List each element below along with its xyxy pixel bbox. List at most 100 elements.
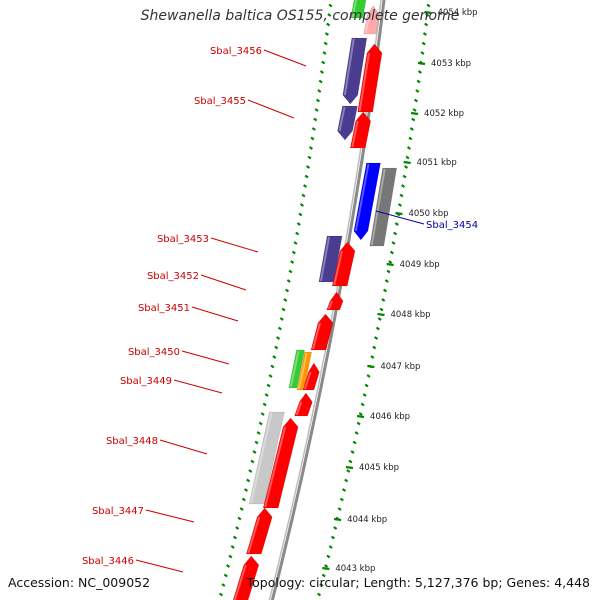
- gene-feature-shine: [358, 52, 370, 112]
- gene-feature: [353, 162, 381, 241]
- gene-leader-line: [200, 274, 247, 291]
- kbp-tick-mark: [322, 566, 330, 571]
- gene-feature: [326, 291, 344, 311]
- gene-feature: [245, 507, 273, 555]
- ring-dot: [258, 421, 263, 426]
- ring-dot: [223, 573, 228, 578]
- kbp-tick-mark: [386, 262, 394, 267]
- kbp-tick-mark: [395, 211, 403, 216]
- gene-feature: [302, 362, 320, 391]
- ring-dot: [321, 573, 326, 578]
- ring-dot: [379, 307, 384, 312]
- gene-feature: [310, 313, 334, 351]
- gene-leader-line: [173, 379, 223, 394]
- ring-dot: [311, 127, 316, 131]
- ring-dot: [415, 89, 420, 93]
- ring-dot: [285, 288, 290, 293]
- gene-leader-line: [263, 49, 307, 67]
- map-title: Shewanella baltica OS155, complete genom…: [140, 8, 460, 24]
- ring-dot: [254, 440, 259, 445]
- gene-label[interactable]: Sbal_3447: [92, 506, 144, 517]
- gene-feature-shine: [338, 106, 346, 132]
- gene-labels: Sbal_3456 Sbal_3455 Sbal_3454 Sbal_3453 Sbal…: [82, 46, 478, 567]
- ring-dot: [298, 212, 303, 217]
- gene-leader-line: [135, 559, 184, 573]
- ring-dot: [364, 383, 369, 388]
- kbp-tick-label: 4043 kbp: [335, 564, 375, 574]
- gene-feature: [369, 167, 398, 247]
- ring-dot: [362, 393, 367, 397]
- gene-leader-line: [181, 350, 230, 365]
- ring-dot: [383, 288, 388, 293]
- ring-dot: [293, 241, 298, 245]
- ring-dot: [381, 298, 386, 302]
- ring-dot: [324, 32, 329, 36]
- kbp-tick-label: 4050 kbp: [408, 209, 448, 219]
- ring-dot: [260, 412, 265, 416]
- ring-dot: [268, 374, 273, 378]
- ring-dot: [324, 564, 329, 568]
- ring-dot: [412, 108, 417, 112]
- gene-label[interactable]: Sbal_3455: [194, 96, 246, 107]
- gene-label[interactable]: Sbal_3452: [147, 271, 199, 282]
- gene-label[interactable]: Sbal_3446: [82, 556, 134, 567]
- ring-dot: [281, 307, 286, 312]
- gene-feature-shine: [351, 0, 358, 18]
- ring-dot: [424, 22, 429, 27]
- gene-label[interactable]: Sbal_3450: [128, 347, 180, 358]
- gene-leader-line: [191, 306, 239, 322]
- gene-label[interactable]: Sbal_3456: [210, 46, 262, 57]
- gene-feature-shine: [295, 401, 303, 416]
- gene-feature-shine: [364, 14, 371, 34]
- ring-dot: [318, 79, 323, 84]
- ring-dot: [321, 60, 326, 65]
- ring-dot: [420, 51, 425, 55]
- gene-feature: [349, 111, 372, 149]
- ring-dot: [413, 98, 419, 103]
- ring-dot: [290, 260, 295, 264]
- ring-dot: [237, 516, 242, 521]
- gene-feature-shine: [319, 236, 331, 282]
- ring-dot: [384, 279, 389, 283]
- ring-dot: [286, 279, 291, 283]
- gene-feature: [232, 555, 260, 600]
- ring-dot: [348, 459, 353, 464]
- gene-feature-shine: [233, 564, 247, 600]
- gene-feature-shine: [304, 371, 312, 390]
- ring-dot: [307, 155, 312, 160]
- kbp-tick-label: 4046 kbp: [370, 412, 410, 422]
- ring-dot: [356, 421, 361, 426]
- ring-dot: [402, 174, 407, 179]
- kbp-tick-mark: [377, 312, 385, 317]
- ring-dot: [316, 592, 322, 597]
- ring-dot: [270, 364, 275, 369]
- kbp-tick-mark: [345, 465, 354, 470]
- ring-dot: [370, 355, 375, 359]
- ring-dot: [315, 98, 321, 103]
- ring-dot: [386, 269, 391, 274]
- ring-dot: [393, 231, 398, 236]
- ring-dot: [319, 70, 324, 74]
- label-leaders: [135, 49, 425, 573]
- ring-dot: [218, 592, 224, 597]
- kbp-tick-mark: [417, 61, 426, 66]
- gene-label[interactable]: Sbal_3449: [120, 376, 172, 387]
- gene-feature-shine: [343, 38, 355, 96]
- ring-dot: [422, 32, 427, 36]
- gene-feature-shine: [370, 168, 386, 246]
- gene-label[interactable]: Sbal_3453: [157, 234, 209, 245]
- gene-label[interactable]: Sbal_3451: [138, 303, 190, 314]
- gene-label[interactable]: Sbal_3448: [106, 436, 158, 447]
- gene-feature-shine: [354, 163, 370, 232]
- ring-dot: [313, 117, 318, 122]
- gene-leader-line: [247, 99, 295, 119]
- kbp-tick-label: 4049 kbp: [400, 260, 440, 270]
- ring-dot: [248, 469, 253, 473]
- ring-dot: [299, 203, 304, 207]
- ring-dot: [350, 450, 355, 454]
- inner-tick-ring: [218, 3, 333, 597]
- gene-feature: [337, 105, 358, 141]
- gene-label[interactable]: Sbal_3454: [426, 220, 478, 231]
- ring-dot: [276, 336, 281, 340]
